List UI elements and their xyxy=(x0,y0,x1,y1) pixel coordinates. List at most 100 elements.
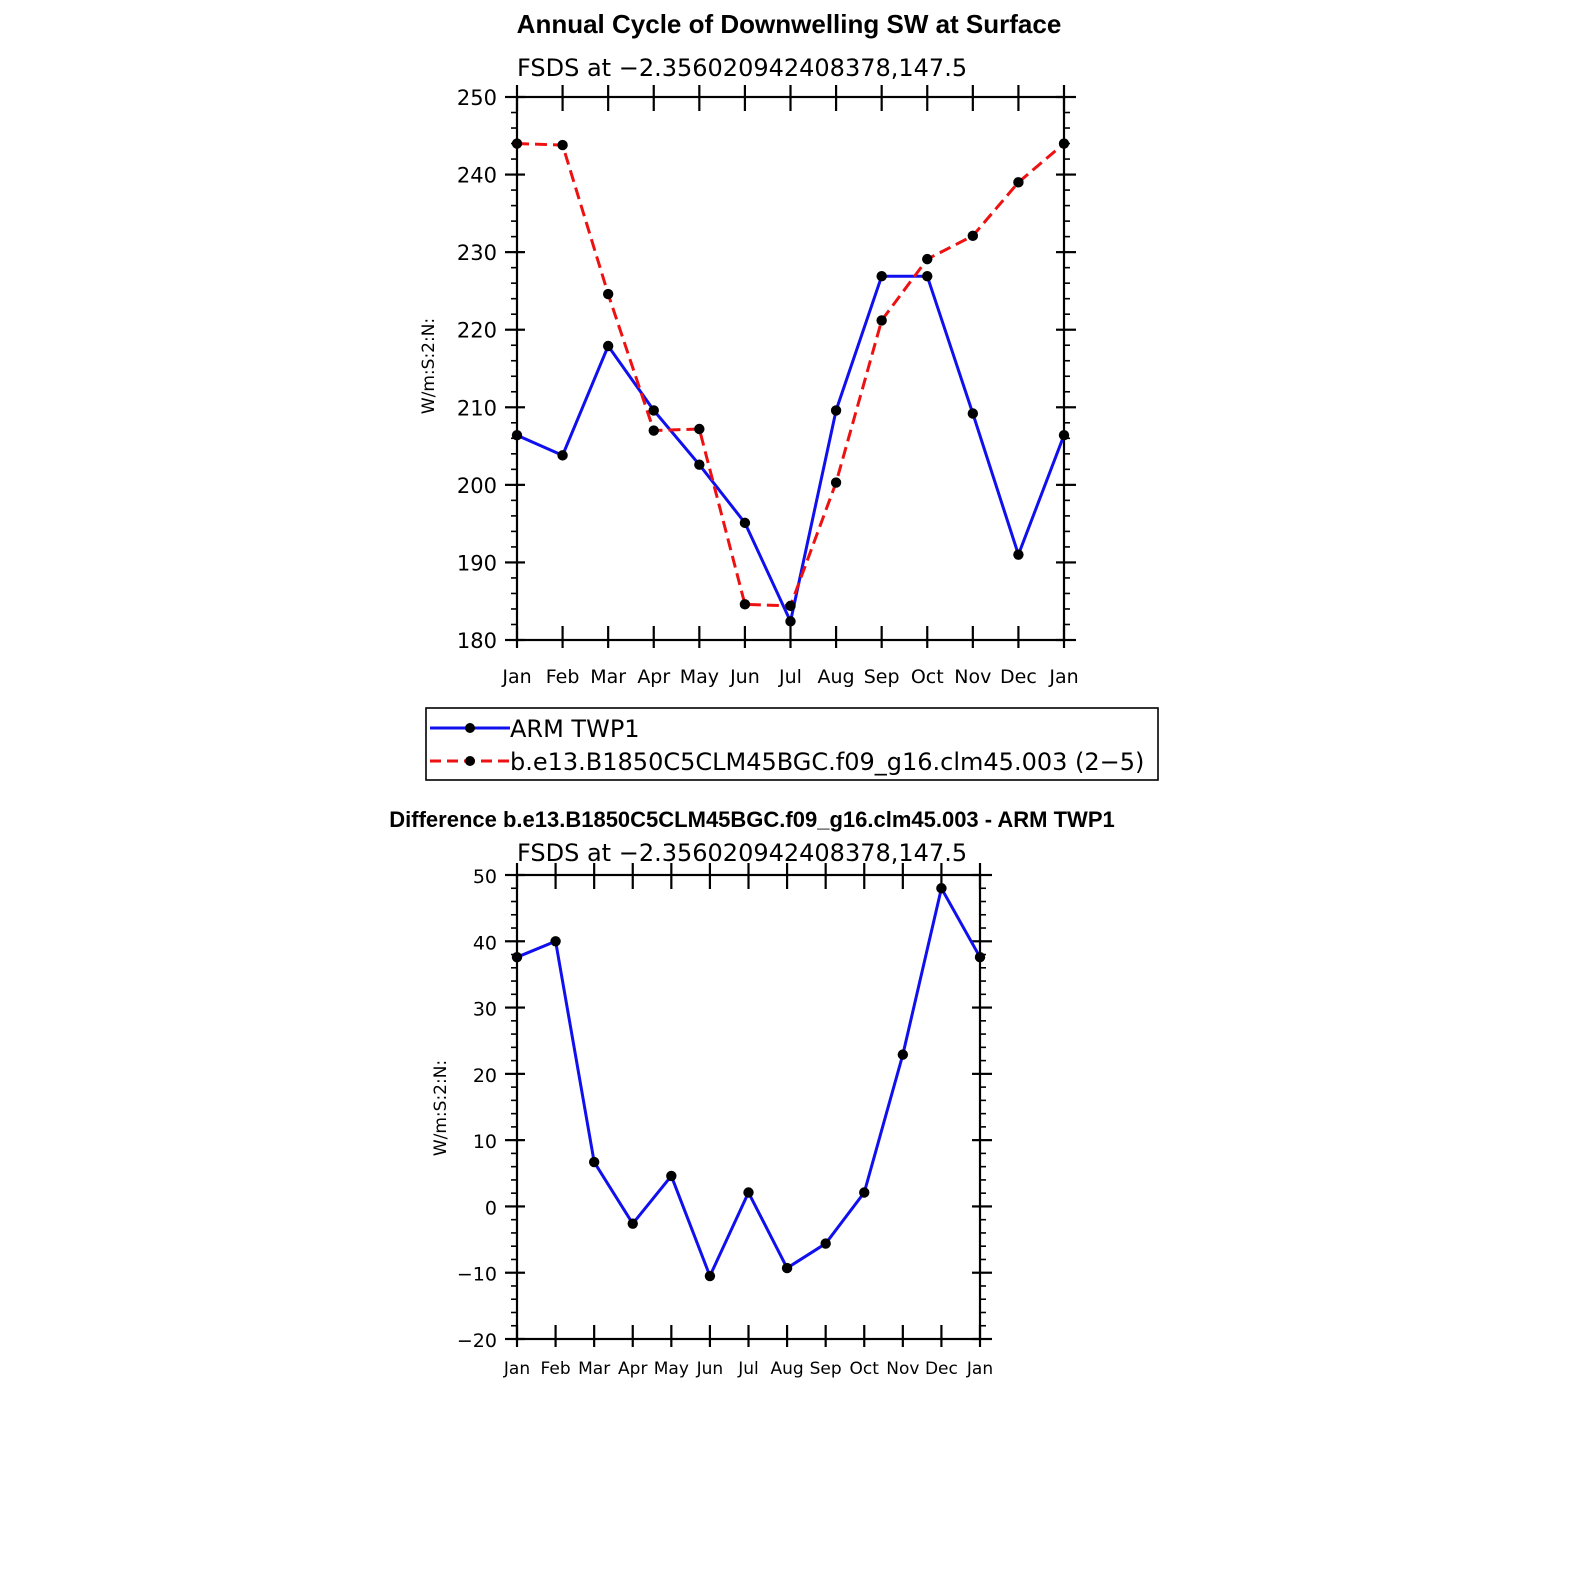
x-tick-label: May xyxy=(680,666,719,688)
y-tick-label: 240 xyxy=(457,164,497,188)
plot-area: Jan Feb Mar Apr May Jun Jul Aug Sep Oct Nov Dec Jan1… xyxy=(457,85,1079,688)
x-tick-label: Mar xyxy=(590,666,626,688)
svg-text:W/m:S:2:N:: W/m:S:2:N: xyxy=(419,318,439,414)
legend-label-obs: ARM TWP1 xyxy=(510,715,640,743)
x-tick-label: Oct xyxy=(911,666,944,688)
annual-cycle-chart: Annual Cycle of Downwelling SW at Surfac… xyxy=(419,9,1159,781)
data-point xyxy=(876,315,887,326)
data-point xyxy=(1013,549,1024,560)
y-tick-label: 40 xyxy=(473,932,497,954)
data-point xyxy=(922,270,933,282)
x-tick-label: Aug xyxy=(770,1359,803,1379)
y-tick-label: 210 xyxy=(457,396,497,420)
x-tick-label: Oct xyxy=(850,1359,880,1379)
data-point xyxy=(511,138,523,149)
x-tick-label: Jun xyxy=(729,666,760,688)
x-tick-label: Jan xyxy=(501,666,531,688)
plot-frame xyxy=(515,873,982,1341)
data-point xyxy=(974,951,986,963)
data-point xyxy=(743,1187,754,1198)
data-point xyxy=(602,340,614,352)
x-tick-label: Jul xyxy=(778,666,802,688)
data-point xyxy=(1058,138,1070,149)
data-point xyxy=(511,430,523,441)
data-point xyxy=(666,1170,677,1182)
data-point xyxy=(859,1187,870,1198)
y-tick-label: 180 xyxy=(457,629,497,653)
data-point xyxy=(785,600,796,612)
y-tick-label: 200 xyxy=(457,474,497,498)
x-tick-label: Jan xyxy=(503,1359,530,1379)
chart-title: Annual Cycle of Downwelling SW at Surfac… xyxy=(517,9,1062,39)
data-point xyxy=(1058,430,1070,441)
y-axis-label: W/m:S:2:N: xyxy=(431,1060,451,1156)
data-point xyxy=(967,408,979,419)
x-tick-label: Dec xyxy=(1000,666,1037,688)
x-tick-label: Jan xyxy=(1048,666,1078,688)
x-tick-label: May xyxy=(654,1359,689,1379)
data-point xyxy=(830,405,842,416)
data-point xyxy=(648,425,659,436)
x-tick-label: Jan xyxy=(966,1359,993,1379)
data-point xyxy=(704,1270,716,1282)
y-tick-label: 230 xyxy=(457,241,497,265)
chart-subtitle: FSDS at −2.356020942408378,147.5 xyxy=(517,839,967,867)
data-point xyxy=(550,936,561,947)
x-tick-label: Apr xyxy=(618,1359,647,1379)
x-tick-label: Sep xyxy=(810,1359,842,1379)
x-tick-label: Sep xyxy=(864,666,900,688)
x-tick-label: Mar xyxy=(578,1359,610,1379)
difference-chart: Difference b.e13.B1850C5CLM45BGC.f09_g16… xyxy=(389,807,1114,1379)
chart-title: Difference b.e13.B1850C5CLM45BGC.f09_g16… xyxy=(389,807,1114,832)
plot-area: Jan Feb Mar Apr May Jun Jul Aug Sep Oct Nov Dec Jan−… xyxy=(457,863,993,1379)
y-tick-label: −10 xyxy=(457,1264,497,1286)
y-tick-label: 0 xyxy=(485,1197,497,1219)
data-point xyxy=(739,517,751,529)
data-point xyxy=(1013,177,1024,188)
y-tick-label: 20 xyxy=(473,1065,497,1087)
data-point xyxy=(897,1049,909,1060)
x-tick-label: Apr xyxy=(637,666,670,688)
data-point xyxy=(876,270,887,282)
series-line xyxy=(516,142,1065,608)
y-tick-label: 50 xyxy=(473,866,497,888)
x-tick-label: Feb xyxy=(541,1359,571,1379)
data-point xyxy=(936,883,947,894)
data-point xyxy=(739,599,751,610)
x-tick-label: Nov xyxy=(886,1359,919,1379)
y-tick-label: 220 xyxy=(457,319,497,343)
y-tick-label: −20 xyxy=(457,1330,497,1352)
data-point xyxy=(648,405,659,416)
x-tick-label: Jul xyxy=(737,1359,759,1379)
y-axis-label: W/m:S:2:N: xyxy=(419,318,439,414)
y-tick-label: 190 xyxy=(457,551,497,575)
data-point xyxy=(557,450,568,461)
chart-subtitle: FSDS at −2.356020942408378,147.5 xyxy=(517,54,967,82)
data-point xyxy=(602,288,614,300)
legend-marker-model xyxy=(465,756,475,766)
legend-box xyxy=(425,707,1159,781)
data-point xyxy=(922,253,933,265)
x-tick-label: Feb xyxy=(546,666,580,688)
x-tick-label: Jun xyxy=(696,1359,724,1379)
data-point xyxy=(627,1218,638,1229)
y-tick-label: 10 xyxy=(473,1131,497,1153)
x-tick-label: Aug xyxy=(818,666,855,688)
data-point xyxy=(820,1238,831,1249)
legend-label-model: b.e13.B1850C5CLM45BGC.f09_g16.clm45.003 … xyxy=(510,748,1144,776)
data-point xyxy=(967,230,979,242)
data-point xyxy=(694,423,705,435)
series-line xyxy=(516,886,982,1278)
data-point xyxy=(830,477,842,488)
y-tick-label: 30 xyxy=(473,999,497,1021)
series-line xyxy=(516,274,1066,623)
legend-marker-obs xyxy=(465,723,475,733)
data-point xyxy=(588,1156,600,1168)
data-point xyxy=(781,1262,793,1274)
data-point xyxy=(785,616,796,627)
x-tick-label: Nov xyxy=(954,666,991,688)
data-point xyxy=(557,139,568,151)
legend: ARM TWP1 b.e13.B1850C5CLM45BGC.f09_g16.c… xyxy=(425,707,1159,781)
x-tick-label: Dec xyxy=(925,1359,958,1379)
